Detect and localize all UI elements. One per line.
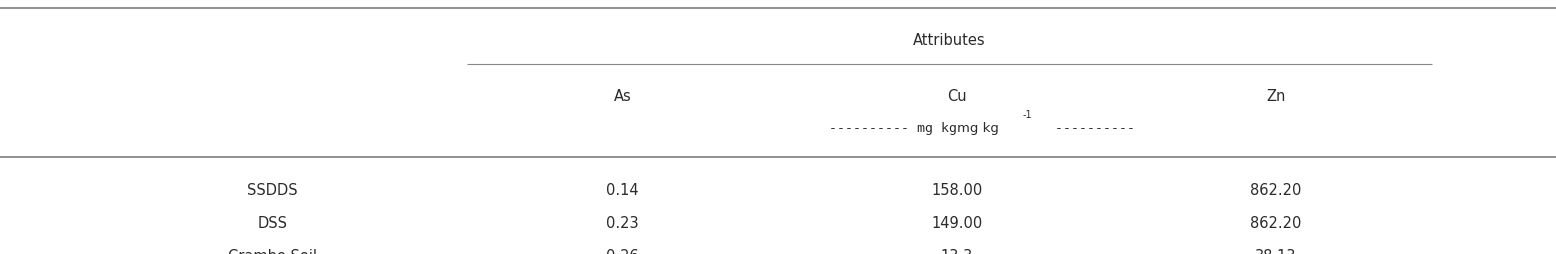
Text: mg kg: mg kg bbox=[957, 122, 999, 135]
Text: ----------: ---------- bbox=[1047, 122, 1136, 135]
Text: Zn: Zn bbox=[1267, 89, 1285, 104]
Text: 38.13: 38.13 bbox=[1256, 249, 1296, 254]
Text: 13.3: 13.3 bbox=[941, 249, 972, 254]
Text: 158.00: 158.00 bbox=[932, 183, 982, 198]
Text: ---------- mg kg: ---------- mg kg bbox=[829, 122, 957, 135]
Text: Attributes: Attributes bbox=[913, 33, 985, 48]
Text: 149.00: 149.00 bbox=[932, 216, 982, 231]
Text: 862.20: 862.20 bbox=[1249, 216, 1302, 231]
Text: 0.14: 0.14 bbox=[607, 183, 638, 198]
Text: 862.20: 862.20 bbox=[1249, 183, 1302, 198]
Text: SSDDS: SSDDS bbox=[247, 183, 297, 198]
Text: Cu: Cu bbox=[948, 89, 966, 104]
Text: -1: -1 bbox=[1022, 110, 1032, 120]
Text: Crambe Soil: Crambe Soil bbox=[227, 249, 317, 254]
Text: DSS: DSS bbox=[257, 216, 288, 231]
Text: 0.23: 0.23 bbox=[607, 216, 638, 231]
Text: 0.26: 0.26 bbox=[605, 249, 640, 254]
Text: As: As bbox=[613, 89, 632, 104]
